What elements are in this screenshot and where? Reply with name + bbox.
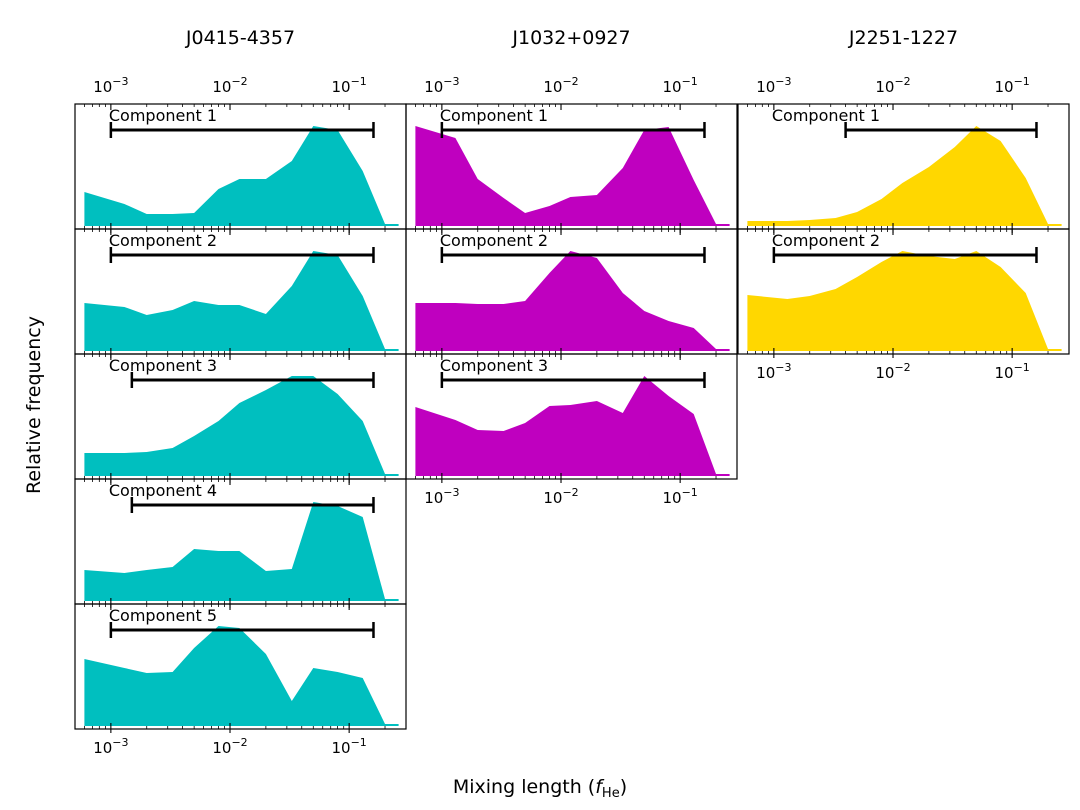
panel-column-3: J2251-1227 10−3 10−2 10−1 Component 1 Compone…	[737, 27, 1070, 382]
top-tick-label: 10−1	[994, 75, 1029, 96]
bottom-tick-label: 10−3	[756, 361, 791, 382]
panel: Component 3	[74, 353, 407, 483]
top-tick-label: 10−1	[662, 75, 697, 96]
top-tick-label: 10−3	[93, 75, 128, 96]
component-label: Component 1	[772, 106, 880, 125]
component-label: Component 4	[109, 481, 217, 500]
component-label: Component 1	[109, 106, 217, 125]
bottom-tick-label: 10−2	[543, 486, 578, 507]
distribution-area	[415, 376, 730, 476]
top-tick-label: 10−2	[543, 75, 578, 96]
distribution-area	[84, 126, 399, 226]
panel-column-2: J1032+0927 10−3 10−2 10−1 Component 1 Compone…	[405, 27, 738, 507]
distribution-area	[415, 251, 730, 351]
top-tick-label: 10−1	[331, 75, 366, 96]
distribution-area	[747, 126, 1062, 226]
distribution-area	[415, 126, 730, 226]
panel: Component 4	[74, 478, 407, 608]
distribution-area	[84, 376, 399, 476]
bottom-tick-label: 10−3	[424, 486, 459, 507]
panel: Component 5	[74, 603, 407, 733]
top-tick-label: 10−3	[756, 75, 791, 96]
x-axis-label: Mixing length (fHe)	[453, 776, 627, 801]
top-tick-label: 10−2	[212, 75, 247, 96]
bottom-tick-label: 10−2	[875, 361, 910, 382]
distribution-area	[84, 502, 399, 601]
component-label: Component 1	[440, 106, 548, 125]
component-label: Component 2	[440, 231, 548, 250]
panel: Component 1	[737, 103, 1070, 233]
panel: Component 1	[74, 103, 407, 233]
component-label: Component 3	[440, 356, 548, 375]
bottom-tick-label: 10−1	[994, 361, 1029, 382]
top-tick-label: 10−3	[424, 75, 459, 96]
bottom-tick-label: 10−1	[662, 486, 697, 507]
bottom-tick-label: 10−2	[212, 736, 247, 757]
distribution-area	[747, 251, 1062, 351]
column-title: J0415-4357	[185, 27, 295, 49]
panel-frame	[405, 353, 738, 480]
distribution-area	[84, 251, 399, 351]
panel: Component 2	[405, 228, 738, 358]
component-label: Component 2	[772, 231, 880, 250]
column-title: J2251-1227	[848, 27, 958, 49]
panel: Component 2	[74, 228, 407, 358]
panel-frame	[74, 603, 407, 730]
bottom-tick-label: 10−3	[93, 736, 128, 757]
panel: Component 1	[405, 103, 738, 233]
distribution-area	[84, 626, 399, 726]
panel-frame	[737, 228, 1070, 355]
top-tick-label: 10−2	[875, 75, 910, 96]
panel-column-1: J0415-4357 10−3 10−2 10−1 Component 1 Compone…	[74, 27, 407, 757]
panel: Component 2	[737, 228, 1070, 358]
column-title: J1032+0927	[511, 27, 630, 49]
component-label: Component 5	[109, 606, 217, 625]
bottom-tick-label: 10−1	[331, 736, 366, 757]
component-label: Component 3	[109, 356, 217, 375]
component-label: Component 2	[109, 231, 217, 250]
y-axis-label: Relative frequency	[23, 316, 45, 494]
panel: Component 3	[405, 353, 738, 483]
